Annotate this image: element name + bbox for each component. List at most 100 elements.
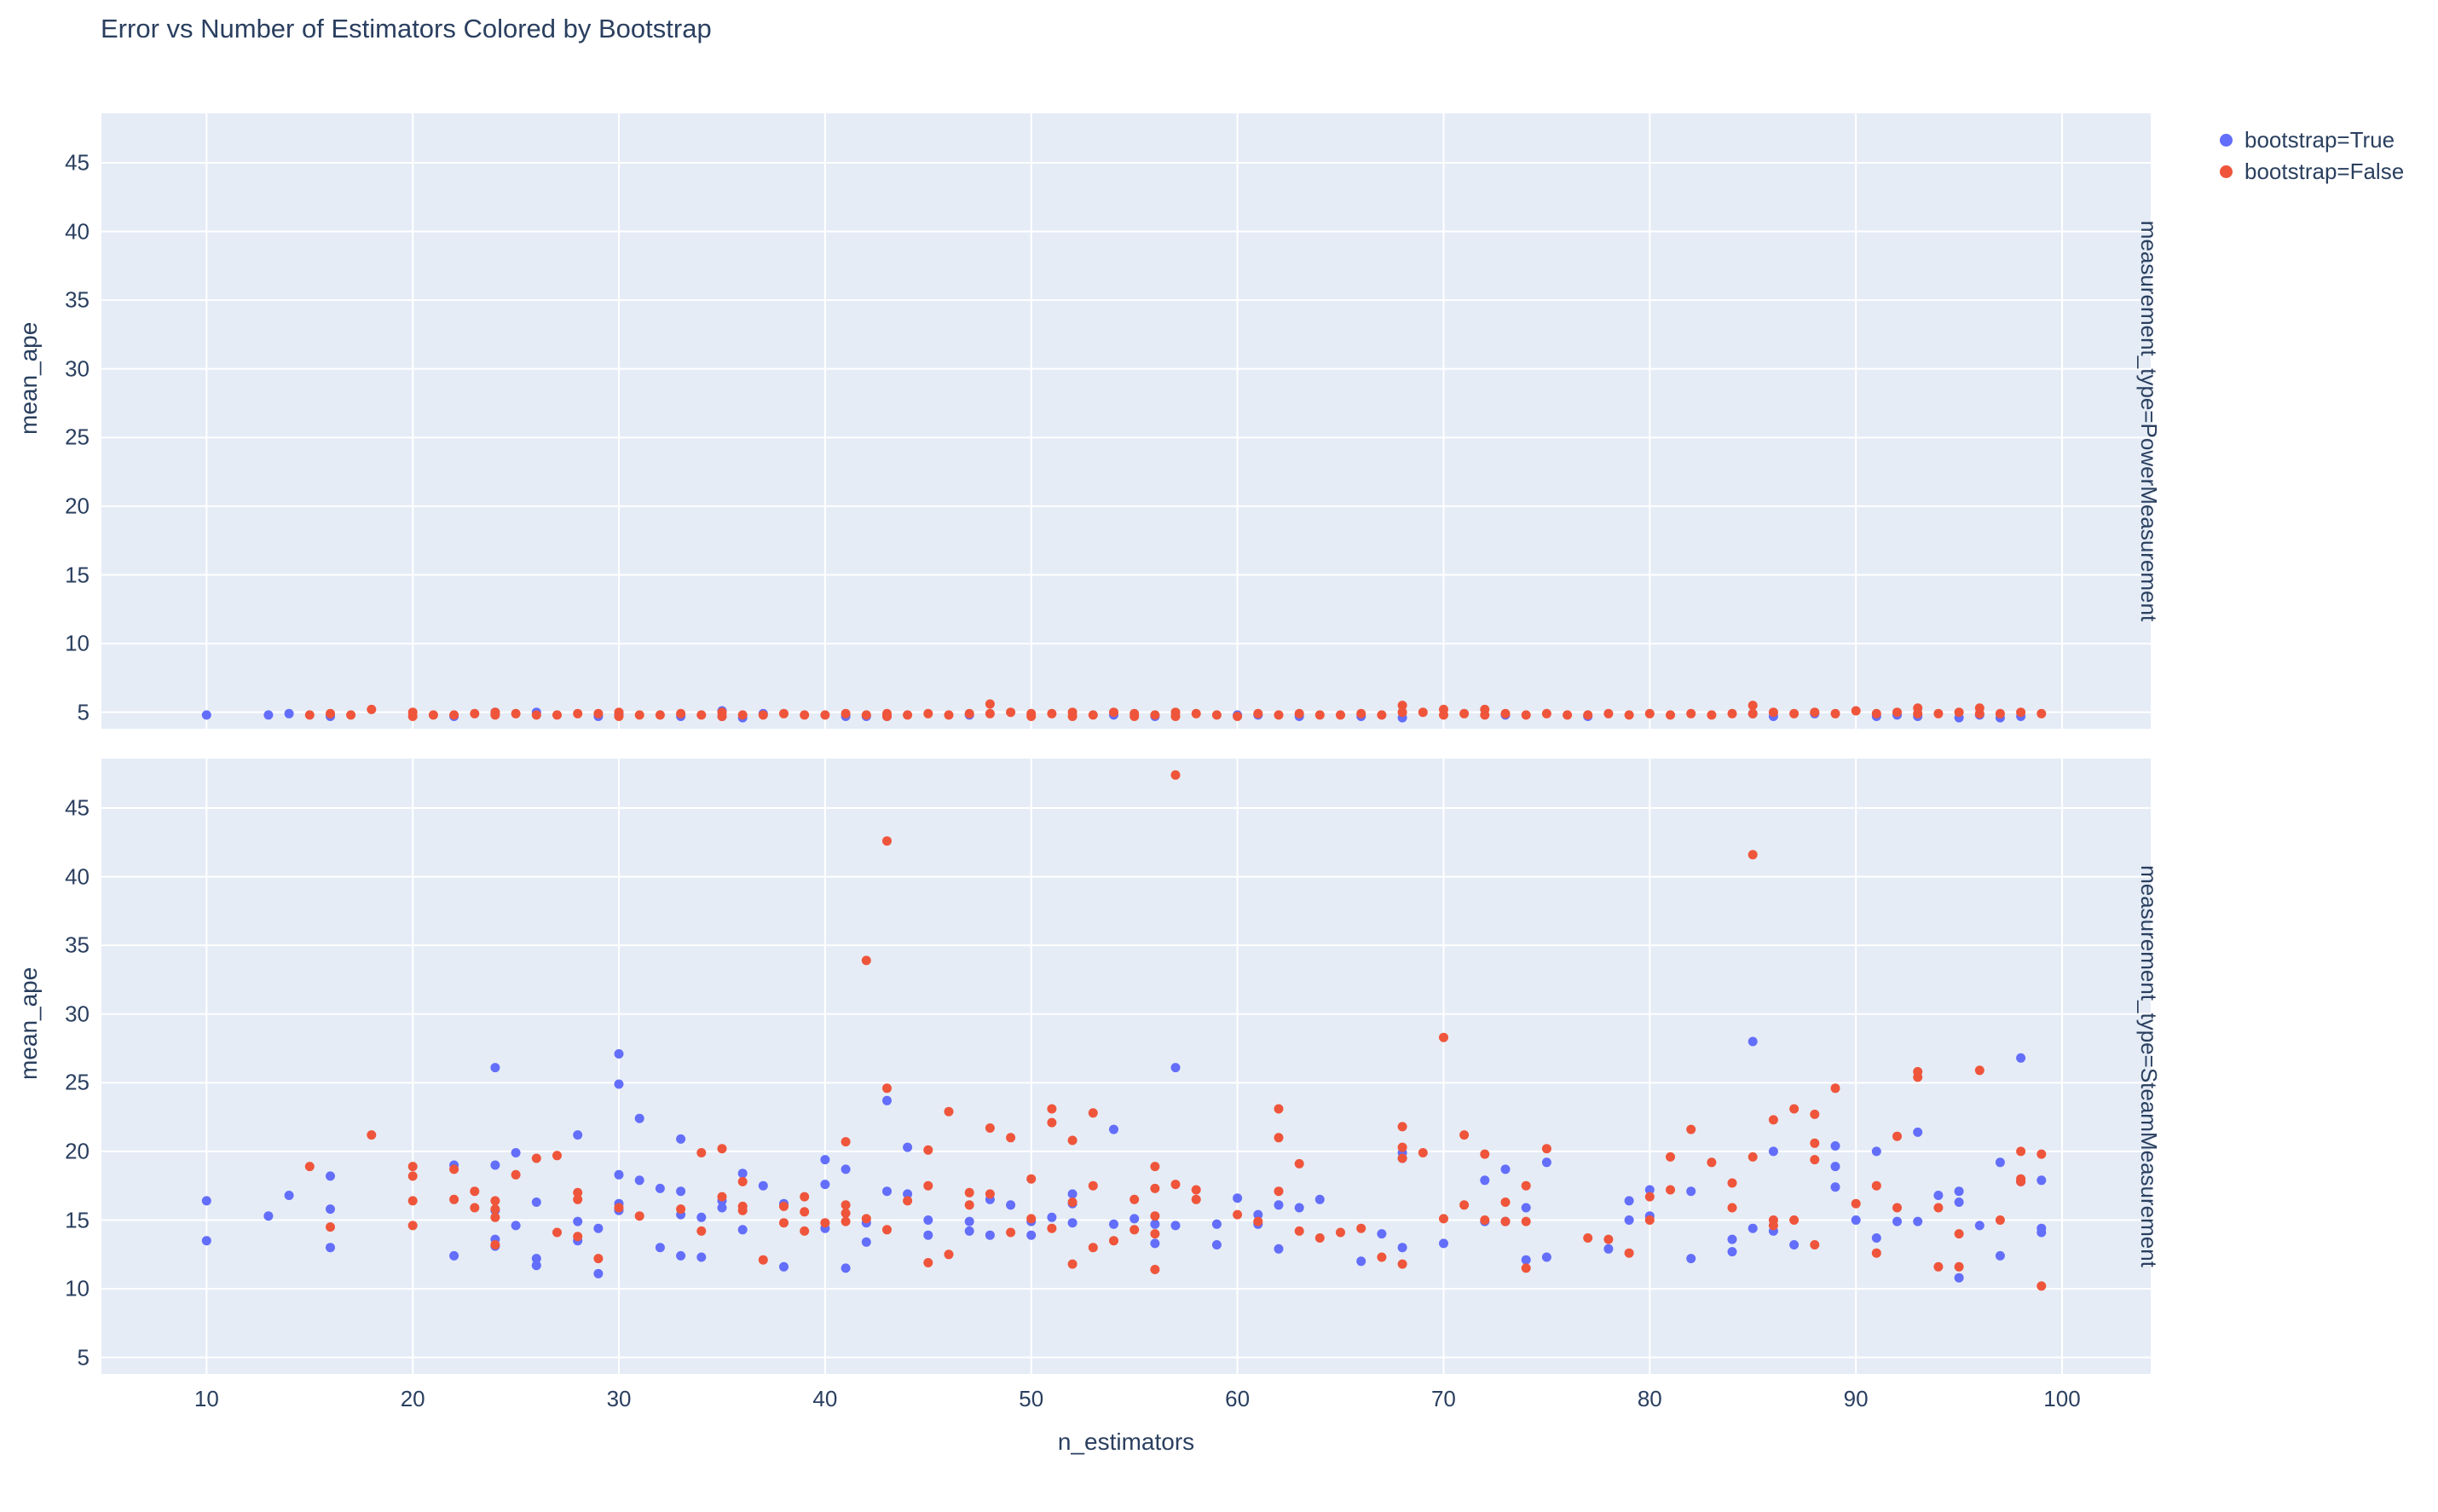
scatter-point[interactable] (367, 1130, 377, 1140)
scatter-point[interactable] (1294, 1158, 1304, 1169)
scatter-point[interactable] (614, 712, 624, 721)
scatter-point[interactable] (1995, 708, 2005, 718)
scatter-point[interactable] (573, 708, 583, 718)
scatter-point[interactable] (2036, 1281, 2047, 1291)
scatter-point[interactable] (2036, 1175, 2047, 1186)
scatter-point[interactable] (367, 704, 377, 714)
scatter-point[interactable] (820, 1218, 830, 1228)
scatter-point[interactable] (1314, 710, 1325, 720)
scatter-point[interactable] (470, 1203, 480, 1213)
scatter-point[interactable] (1356, 708, 1366, 718)
scatter-point[interactable] (1810, 1109, 1820, 1119)
scatter-point[interactable] (1624, 1196, 1634, 1206)
scatter-point[interactable] (531, 1254, 541, 1264)
scatter-point[interactable] (1047, 1104, 1057, 1114)
scatter-point[interactable] (573, 1216, 583, 1226)
scatter-point[interactable] (490, 710, 500, 720)
scatter-point[interactable] (1211, 1240, 1222, 1249)
scatter-point[interactable] (201, 1236, 211, 1246)
scatter-point[interactable] (490, 1160, 500, 1170)
scatter-point[interactable] (1789, 1215, 1800, 1225)
scatter-point[interactable] (903, 710, 913, 720)
scatter-point[interactable] (449, 1164, 459, 1174)
scatter-point[interactable] (1253, 708, 1263, 718)
scatter-point[interactable] (428, 710, 438, 720)
scatter-point[interactable] (1170, 770, 1181, 780)
scatter-point[interactable] (696, 1252, 707, 1262)
scatter-point[interactable] (1727, 1178, 1737, 1188)
scatter-point[interactable] (737, 1176, 748, 1186)
scatter-point[interactable] (1603, 1244, 1614, 1254)
scatter-point[interactable] (511, 1221, 521, 1231)
scatter-point[interactable] (1377, 1252, 1387, 1262)
scatter-point[interactable] (1150, 710, 1160, 720)
scatter-point[interactable] (1480, 1215, 1490, 1225)
scatter-point[interactable] (1459, 1200, 1470, 1210)
scatter-point[interactable] (737, 1205, 748, 1215)
scatter-point[interactable] (737, 1225, 748, 1235)
scatter-point[interactable] (511, 1169, 521, 1180)
scatter-point[interactable] (717, 1192, 727, 1202)
scatter-point[interactable] (1686, 1124, 1696, 1134)
scatter-point[interactable] (1026, 1174, 1037, 1184)
scatter-point[interactable] (2016, 1176, 2026, 1186)
scatter-point[interactable] (1109, 1236, 1118, 1246)
scatter-point[interactable] (1397, 1259, 1407, 1269)
scatter-point[interactable] (841, 1263, 851, 1273)
scatter-point[interactable] (490, 1063, 500, 1073)
scatter-point[interactable] (696, 1226, 707, 1236)
scatter-point[interactable] (1150, 1265, 1160, 1274)
scatter-point[interactable] (1666, 1151, 1675, 1162)
scatter-point[interactable] (923, 708, 933, 718)
scatter-point[interactable] (1006, 1227, 1016, 1238)
scatter-point[interactable] (1397, 1153, 1407, 1163)
scatter-point[interactable] (1006, 1133, 1016, 1143)
scatter-point[interactable] (346, 710, 356, 720)
plot-area-power[interactable] (101, 113, 2151, 729)
scatter-point[interactable] (841, 1164, 851, 1174)
scatter-point[interactable] (1830, 1182, 1840, 1192)
scatter-point[interactable] (655, 1243, 665, 1253)
scatter-point[interactable] (1150, 1183, 1160, 1193)
scatter-point[interactable] (1913, 1127, 1923, 1137)
scatter-point[interactable] (779, 1261, 789, 1272)
scatter-point[interactable] (1810, 1155, 1820, 1165)
scatter-point[interactable] (1397, 707, 1407, 718)
scatter-point[interactable] (1377, 710, 1387, 720)
scatter-point[interactable] (841, 1200, 851, 1210)
scatter-point[interactable] (1150, 1211, 1160, 1221)
scatter-point[interactable] (1974, 1065, 1984, 1076)
scatter-point[interactable] (449, 1194, 459, 1204)
scatter-point[interactable] (1521, 710, 1531, 720)
scatter-point[interactable] (800, 1192, 810, 1202)
scatter-point[interactable] (861, 955, 871, 966)
legend-item-bootstrap-true[interactable]: bootstrap=True (2220, 124, 2404, 156)
scatter-point[interactable] (1954, 1273, 1964, 1283)
scatter-point[interactable] (1439, 1238, 1448, 1249)
scatter-point[interactable] (800, 1207, 810, 1217)
scatter-point[interactable] (985, 708, 995, 718)
scatter-point[interactable] (1954, 1197, 1964, 1207)
scatter-point[interactable] (1294, 1203, 1304, 1213)
scatter-point[interactable] (573, 1187, 583, 1197)
scatter-point[interactable] (1314, 1194, 1325, 1204)
scatter-point[interactable] (1274, 1104, 1284, 1114)
scatter-point[interactable] (964, 708, 974, 718)
scatter-point[interactable] (1459, 1130, 1470, 1140)
scatter-point[interactable] (1109, 707, 1118, 718)
scatter-point[interactable] (1191, 708, 1201, 718)
scatter-point[interactable] (1851, 706, 1861, 716)
scatter-point[interactable] (1541, 1144, 1551, 1154)
scatter-point[interactable] (655, 710, 665, 720)
scatter-point[interactable] (985, 1189, 995, 1199)
scatter-point[interactable] (1892, 1203, 1902, 1213)
scatter-point[interactable] (1810, 1240, 1820, 1249)
scatter-point[interactable] (1274, 710, 1284, 720)
scatter-point[interactable] (1974, 1221, 1984, 1231)
scatter-point[interactable] (696, 1212, 707, 1222)
scatter-point[interactable] (263, 1211, 274, 1221)
scatter-point[interactable] (841, 1137, 851, 1147)
scatter-point[interactable] (676, 708, 686, 718)
scatter-point[interactable] (676, 1204, 686, 1215)
scatter-point[interactable] (1129, 1214, 1140, 1224)
